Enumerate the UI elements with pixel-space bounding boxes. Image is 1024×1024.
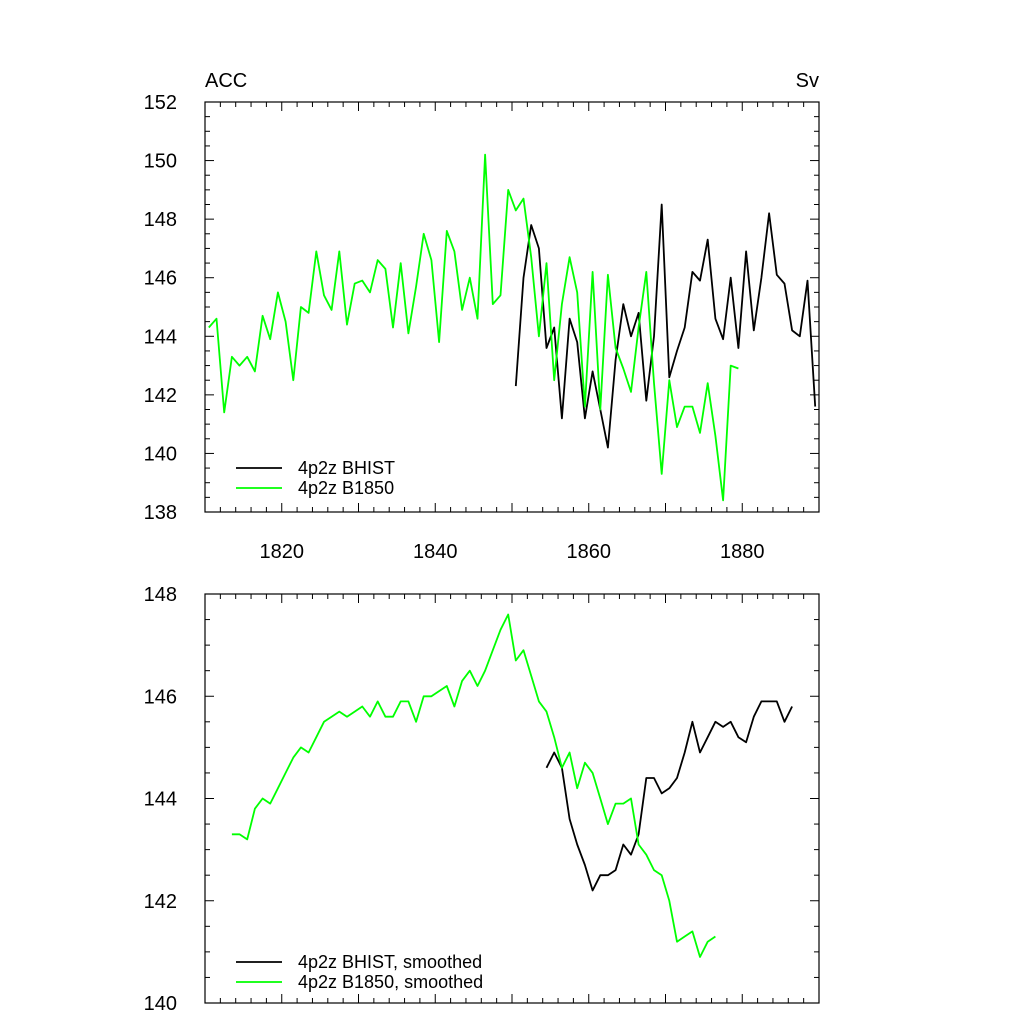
- y-tick-label: 144: [144, 789, 177, 811]
- series-line-bhist: [514, 203, 817, 449]
- top-panel: ACC Sv 138 140 142 144 146 148 150 152 1820 1840 1…: [144, 70, 820, 563]
- y-tick-label: 152: [144, 92, 177, 114]
- x-tick-label: 1840: [413, 541, 458, 563]
- y-tick-label: 144: [144, 326, 177, 348]
- y-tick-label: 146: [144, 686, 177, 708]
- bottom-panel: 140 142 144 146 148 4p2z BHIST, smoothed4p2z …: [144, 584, 820, 1015]
- y-tick-label: 140: [144, 993, 177, 1015]
- y-tick-label: 148: [144, 209, 177, 231]
- y-tick-label: 140: [144, 443, 177, 465]
- x-tick-label: 1860: [567, 541, 612, 563]
- y-tick-label: 148: [144, 584, 177, 606]
- y-tick-label: 138: [144, 502, 177, 524]
- series-line-b1850: [231, 613, 716, 958]
- series-line-b1850: [208, 153, 739, 502]
- legend-label: 4p2z B1850, smoothed: [298, 972, 483, 992]
- legend-label: 4p2z BHIST, smoothed: [298, 952, 482, 972]
- y-tick-label: 150: [144, 151, 177, 173]
- series-line-bhist: [545, 700, 793, 892]
- legend-label: 4p2z B1850: [298, 478, 394, 498]
- x-tick-label: 1880: [720, 541, 765, 563]
- y-tick-label: 142: [144, 385, 177, 407]
- legend-label: 4p2z BHIST: [298, 458, 395, 478]
- x-tick-label: 1820: [260, 541, 305, 563]
- y-tick-label: 146: [144, 268, 177, 290]
- top-left-string: ACC: [205, 70, 247, 92]
- y-tick-label: 142: [144, 891, 177, 913]
- top-right-string: Sv: [796, 70, 819, 92]
- plot-frame: [204, 593, 820, 1004]
